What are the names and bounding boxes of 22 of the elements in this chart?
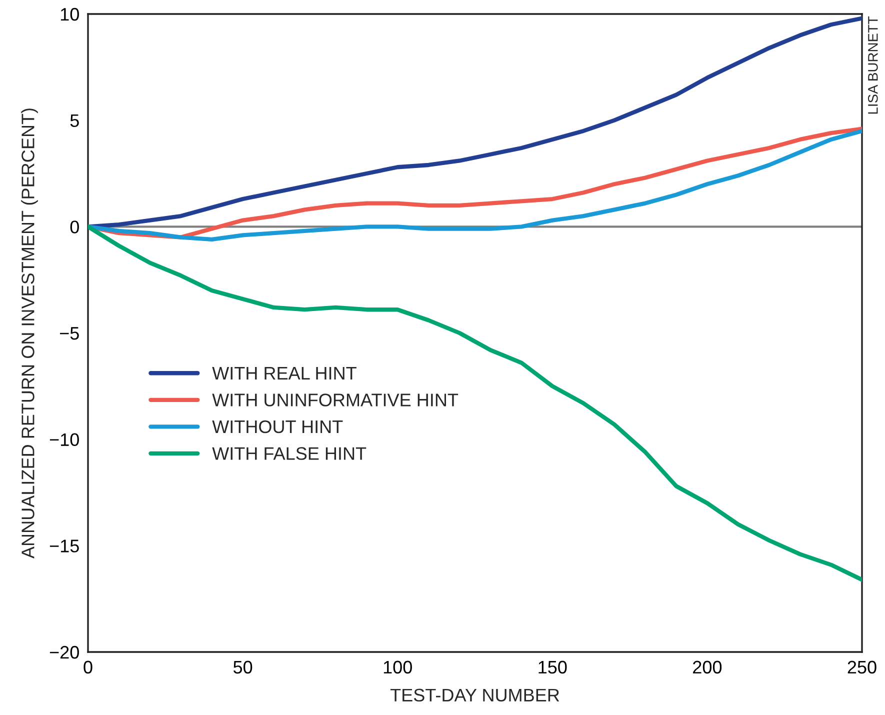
y-tick-label: 5 <box>70 114 79 128</box>
x-tick-label: 100 <box>384 660 412 674</box>
legend-label: WITH REAL HINT <box>212 367 356 380</box>
y-tick-label: −10 <box>50 433 79 446</box>
x-tick-label: 50 <box>233 660 252 674</box>
x-tick-label: 0 <box>84 660 92 674</box>
y-tick-label: 10 <box>60 8 79 21</box>
y-tick-label: −20 <box>50 646 79 659</box>
legend-label: WITH UNINFORMATIVE HINT <box>212 394 458 406</box>
legend-label: WITHOUT HINT <box>212 420 343 434</box>
text: LISA BURNETT <box>868 16 878 114</box>
line-series <box>88 16 862 229</box>
legend-label: WITH FALSE HINT <box>212 447 366 460</box>
y-tick-label: 0 <box>70 220 79 234</box>
line-series <box>88 224 862 582</box>
x-tick-label: 150 <box>538 660 567 674</box>
x-tick-label: 250 <box>848 660 876 674</box>
y-tick-label: −5 <box>60 327 79 340</box>
x-tick-label: 200 <box>693 660 722 674</box>
y-axis-title: ANNUALIZED RETURN ON INVESTMENT (PERCENT) <box>21 108 38 559</box>
y-tick-label: −15 <box>50 540 79 552</box>
x-axis-title: TEST-DAY NUMBER <box>390 688 560 702</box>
